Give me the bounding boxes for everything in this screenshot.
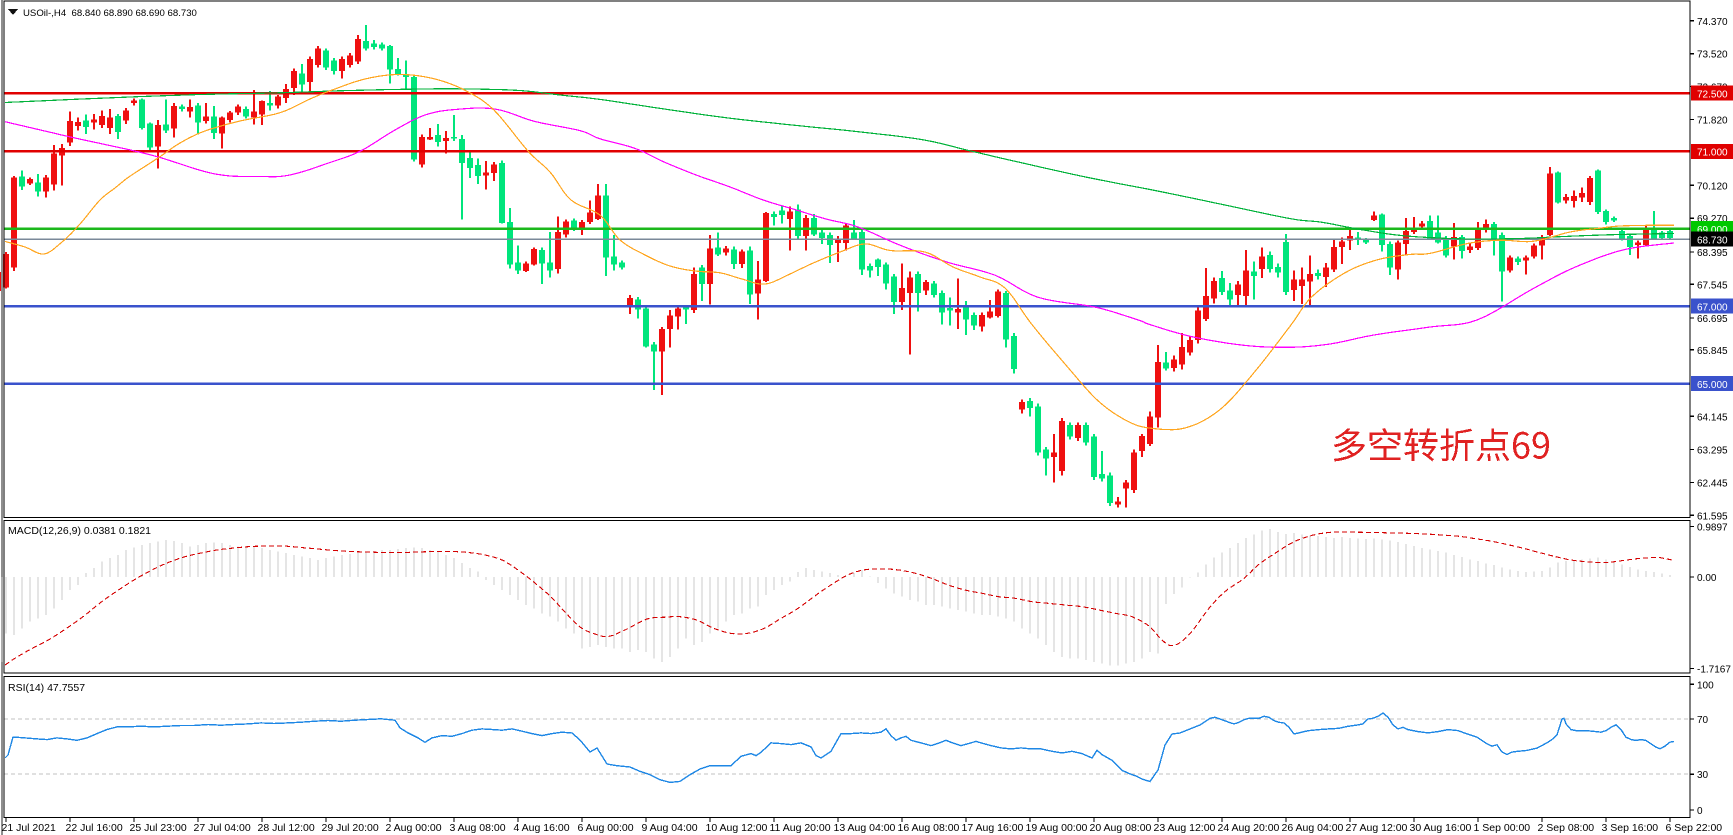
svg-text:61.595: 61.595 [1697,511,1728,522]
svg-text:2 Aug 00:00: 2 Aug 00:00 [386,822,442,834]
svg-text:27 Aug 12:00: 27 Aug 12:00 [1346,822,1408,834]
svg-text:70: 70 [1697,715,1709,726]
svg-text:0.9897: 0.9897 [1697,523,1728,534]
svg-text:65.845: 65.845 [1697,346,1728,357]
svg-text:21 Jul 2021: 21 Jul 2021 [2,822,56,834]
svg-text:25 Jul 23:00: 25 Jul 23:00 [130,822,187,834]
svg-text:74.370: 74.370 [1697,17,1728,28]
svg-text:24 Aug 20:00: 24 Aug 20:00 [1218,822,1280,834]
svg-text:27 Jul 04:00: 27 Jul 04:00 [194,822,251,834]
svg-text:71.000: 71.000 [1697,148,1728,159]
svg-text:62.445: 62.445 [1697,478,1728,489]
svg-text:16 Aug 08:00: 16 Aug 08:00 [898,822,960,834]
svg-text:1 Sep 00:00: 1 Sep 00:00 [1474,822,1531,834]
svg-text:19 Aug 00:00: 19 Aug 00:00 [1026,822,1088,834]
svg-text:68.730: 68.730 [1697,235,1728,246]
svg-text:17 Aug 16:00: 17 Aug 16:00 [962,822,1024,834]
svg-text:26 Aug 04:00: 26 Aug 04:00 [1282,822,1344,834]
svg-text:23 Aug 12:00: 23 Aug 12:00 [1154,822,1216,834]
svg-text:4 Aug 16:00: 4 Aug 16:00 [514,822,570,834]
svg-text:30 Aug 16:00: 30 Aug 16:00 [1410,822,1472,834]
svg-text:20 Aug 08:00: 20 Aug 08:00 [1090,822,1152,834]
svg-text:64.145: 64.145 [1697,412,1728,423]
svg-text:72.500: 72.500 [1697,89,1728,100]
svg-text:30: 30 [1697,770,1709,781]
svg-text:70.120: 70.120 [1697,181,1728,192]
svg-text:2 Sep 08:00: 2 Sep 08:00 [1538,822,1595,834]
svg-text:66.695: 66.695 [1697,314,1728,325]
svg-text:USOil-,H4 68.840 68.890 68.69: USOil-,H4 68.840 68.890 68.690 68.730 [23,8,197,19]
svg-text:68.395: 68.395 [1697,248,1728,259]
svg-text:13 Aug 04:00: 13 Aug 04:00 [834,822,896,834]
svg-text:3 Aug 08:00: 3 Aug 08:00 [450,822,506,834]
svg-text:65.000: 65.000 [1697,380,1728,391]
svg-text:73.520: 73.520 [1697,50,1728,61]
svg-text:MACD(12,26,9) 0.0381 0.1821: MACD(12,26,9) 0.0381 0.1821 [8,525,151,537]
svg-text:69.270: 69.270 [1697,214,1728,225]
svg-text:-1.7167: -1.7167 [1697,665,1731,676]
svg-text:28 Jul 12:00: 28 Jul 12:00 [258,822,315,834]
svg-text:69.000: 69.000 [1697,225,1728,236]
svg-text:RSI(14) 47.7557: RSI(14) 47.7557 [8,682,85,694]
svg-text:63.295: 63.295 [1697,446,1728,457]
svg-text:6 Aug 00:00: 6 Aug 00:00 [578,822,634,834]
svg-text:9 Aug 04:00: 9 Aug 04:00 [642,822,698,834]
svg-text:100: 100 [1697,680,1714,691]
svg-text:0.00: 0.00 [1697,573,1717,584]
svg-text:11 Aug 20:00: 11 Aug 20:00 [770,822,831,834]
svg-text:71.820: 71.820 [1697,116,1728,127]
svg-text:6 Sep 22:00: 6 Sep 22:00 [1666,822,1723,834]
svg-text:3 Sep 16:00: 3 Sep 16:00 [1602,822,1659,834]
svg-text:10 Aug 12:00: 10 Aug 12:00 [706,822,768,834]
svg-text:67.545: 67.545 [1697,280,1728,291]
svg-text:22 Jul 16:00: 22 Jul 16:00 [66,822,123,834]
svg-text:67.000: 67.000 [1697,302,1728,313]
svg-text:29 Jul 20:00: 29 Jul 20:00 [322,822,379,834]
svg-text:0: 0 [1697,806,1703,817]
